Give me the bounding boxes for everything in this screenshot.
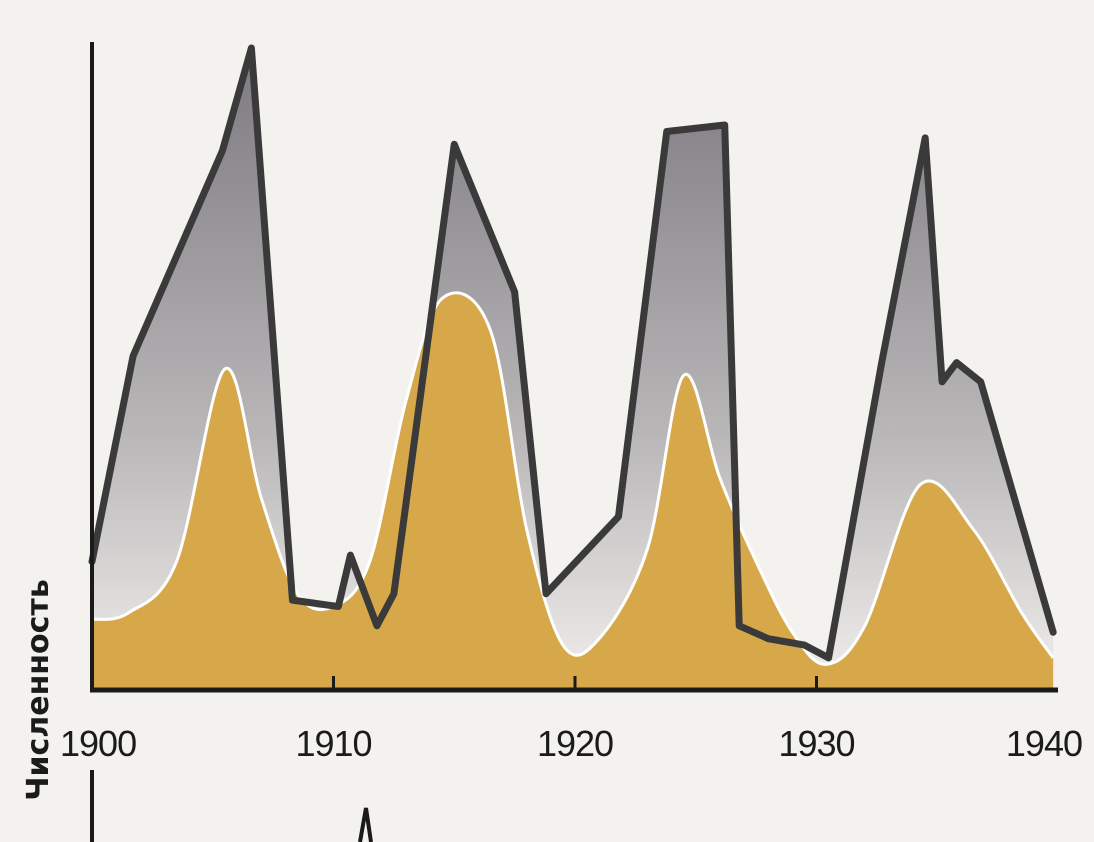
x-tick-label-1940: 1940 [1006,723,1082,764]
axes [90,42,1058,842]
lower-chart-line [358,807,373,842]
x-tick-label-1910: 1910 [295,723,371,764]
plot-area [88,44,1057,690]
x-tick-label-1920: 1920 [537,723,613,764]
axis-labels: 1900 1910 1920 1930 1940 Численность [21,579,1083,801]
x-tick-label-1930: 1930 [778,723,854,764]
x-tick-label-1900: 1900 [60,723,136,764]
predator-line [91,291,1055,666]
predator-area [92,292,1054,690]
prey-line [88,44,1057,662]
y-axis-label: Численность [21,579,56,801]
